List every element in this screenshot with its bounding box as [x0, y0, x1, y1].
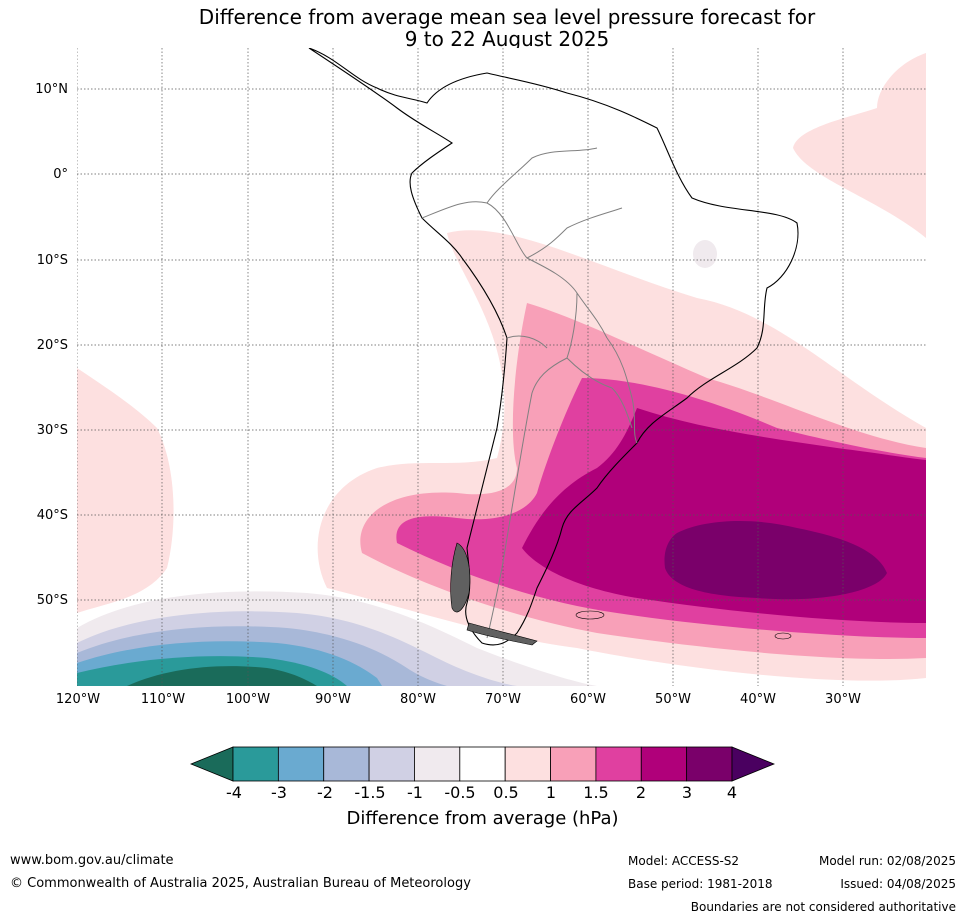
lat-tick-label: 40°S: [36, 508, 68, 523]
lon-tick-label: 40°W: [740, 692, 776, 707]
lon-tick-label: 90°W: [315, 692, 351, 707]
lat-tick-label: 10°N: [35, 82, 68, 97]
colorbar-label: Difference from average (hPa): [346, 808, 619, 829]
colorbar-swatch: [414, 746, 461, 782]
lon-tick-label: 120°W: [55, 692, 101, 707]
contour-3-south-atlantic: [664, 521, 887, 600]
base-period: Base period: 1981-2018: [628, 877, 773, 891]
issued-date: Issued: 04/08/2025: [840, 877, 956, 891]
colorbar-extend-low: [189, 746, 234, 782]
colorbar-swatch: [232, 746, 279, 782]
contour-0p5-north-atlantic: [793, 53, 926, 238]
lon-tick-label: 70°W: [485, 692, 521, 707]
islands: [450, 542, 792, 646]
colorbar: [189, 746, 776, 782]
copyright-text: © Commonwealth of Australia 2025, Austra…: [10, 876, 471, 891]
contour-neg4-south: [127, 666, 317, 686]
lat-tick-label: 20°S: [36, 338, 68, 353]
colorbar-tick-label: -1: [407, 783, 423, 802]
lon-tick-label: 80°W: [400, 692, 436, 707]
colorbar-extend-high: [731, 746, 776, 782]
lon-tick-label: 30°W: [825, 692, 861, 707]
country-borders: [421, 147, 638, 639]
boundaries-disclaimer: Boundaries are not considered authoritat…: [690, 900, 956, 914]
gridlines: [76, 48, 926, 686]
lat-tick-label: 30°S: [36, 423, 68, 438]
coastline-south-america: [308, 48, 799, 646]
anomaly-contours: [77, 53, 926, 686]
colorbar-tick-label: 4: [726, 783, 738, 802]
model-name: Model: ACCESS-S2: [628, 854, 740, 868]
colorbar-tick-label: -0.5: [444, 783, 476, 802]
lat-tick-label: 10°S: [36, 253, 68, 268]
lon-tick-label: 100°W: [225, 692, 271, 707]
colorbar-tick-label: 3: [681, 783, 693, 802]
lon-tick-label: 60°W: [570, 692, 606, 707]
colorbar-tick-label: 1.5: [583, 783, 609, 802]
lat-tick-label: 0°: [53, 167, 68, 182]
map-title-line-1: Difference from average mean sea level p…: [198, 5, 816, 29]
colorbar-swatch: [640, 746, 688, 782]
colorbar-tick-label: -3: [271, 783, 287, 802]
colorbar-tick-label: 2: [635, 783, 647, 802]
contour-0p5-west-pacific: [77, 368, 174, 613]
colorbar-swatch: [323, 746, 370, 782]
colorbar-swatch: [686, 746, 733, 782]
lat-tick-label: 50°S: [36, 593, 68, 608]
website-text: www.bom.gov.au/climate: [10, 853, 174, 868]
colorbar-tick-label: -2: [317, 783, 333, 802]
pressure-anomaly-map: [76, 48, 926, 686]
colorbar-swatch: [595, 746, 642, 782]
colorbar-swatch: [368, 746, 415, 782]
colorbar-tick-label: -4: [226, 783, 242, 802]
model-run-date: Model run: 02/08/2025: [818, 854, 956, 868]
colorbar-swatch: [277, 746, 325, 782]
colorbar-swatch: [550, 746, 597, 782]
lon-tick-label: 110°W: [140, 692, 186, 707]
map-title-line-2: 9 to 22 August 2025: [404, 27, 610, 51]
lon-tick-label: 50°W: [655, 692, 691, 707]
colorbar-tick-label: 1: [545, 783, 557, 802]
colorbar-tick-label: 0.5: [493, 783, 519, 802]
contour-neg-brazil-patch: [693, 240, 717, 268]
colorbar-swatch: [504, 746, 551, 782]
colorbar-tick-label: -1.5: [354, 783, 386, 802]
colorbar-swatch: [459, 746, 506, 782]
